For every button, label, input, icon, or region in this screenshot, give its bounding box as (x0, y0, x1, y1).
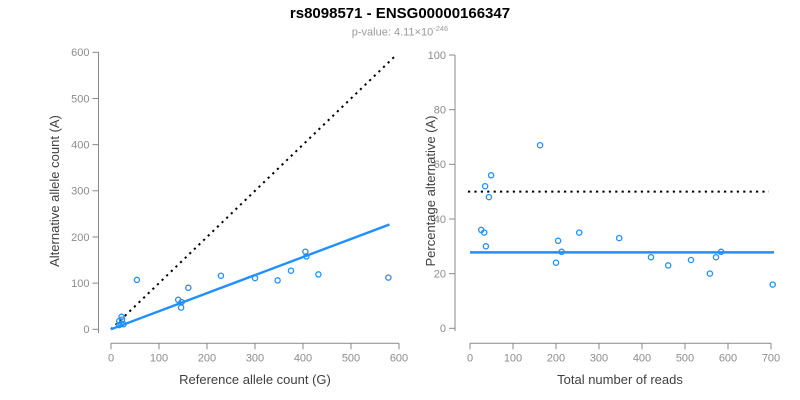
data-point (558, 248, 565, 256)
data-point (480, 229, 488, 236)
data-point (485, 193, 493, 201)
data-point (481, 182, 489, 190)
data-point (133, 276, 141, 284)
data-point (315, 271, 322, 278)
identity-line (110, 54, 397, 331)
right-plot-y-axis-title: Percentage alternative (A) (423, 115, 438, 267)
data-point (118, 313, 125, 321)
y-axis-tick-label: 60 (434, 159, 446, 171)
x-axis-tick-label: 100 (504, 352, 522, 364)
x-axis-tick-label: 400 (294, 352, 312, 364)
y-axis-tick-label: 40 (434, 214, 446, 226)
y-axis-tick-label: 300 (71, 186, 89, 198)
data-point (185, 284, 192, 292)
right-plot: 0 20 40 60 80 100 0 100 200 300 400 500 600 700 (428, 50, 781, 364)
data-point (287, 267, 295, 274)
y-axis-tick-label: 100 (428, 50, 446, 62)
y-axis-tick-label: 0 (83, 324, 89, 336)
x-axis-tick-label: 400 (633, 352, 651, 364)
data-point (552, 259, 560, 266)
x-axis-tick-label: 100 (150, 352, 168, 364)
data-point (615, 234, 623, 242)
data-point (717, 248, 725, 256)
x-axis-tick-label: 600 (719, 352, 737, 364)
x-axis-tick-label: 0 (108, 352, 114, 364)
data-point (303, 253, 310, 260)
y-axis-tick-label: 80 (434, 104, 446, 116)
data-point (687, 256, 695, 264)
x-axis-tick-label: 500 (342, 352, 360, 364)
data-point (251, 274, 259, 282)
data-point (487, 172, 495, 179)
x-axis-tick-label: 200 (547, 352, 565, 364)
data-point (706, 270, 714, 277)
figure-subtitle: p-value: 4.11×10-246 (0, 24, 800, 39)
data-point (575, 229, 583, 236)
x-axis-tick-label: 500 (676, 352, 694, 364)
y-axis-tick-label: 200 (71, 232, 89, 244)
data-point (482, 243, 490, 250)
y-axis-tick-label: 400 (71, 139, 89, 151)
x-axis-tick-label: 0 (467, 352, 473, 364)
x-axis-tick-label: 600 (390, 352, 408, 364)
y-axis-tick-label: 100 (71, 278, 89, 290)
x-axis-tick-label: 200 (198, 352, 216, 364)
left-plot: 0 100 200 300 400 500 600 0 100 200 300 400 500 600 (71, 47, 408, 364)
right-plot-x-axis-title: Total number of reads (557, 372, 683, 387)
data-point (712, 253, 720, 261)
data-point (177, 304, 185, 311)
x-axis-tick-label: 300 (246, 352, 264, 364)
data-point (536, 141, 544, 149)
data-point (178, 298, 185, 306)
data-point (118, 316, 126, 323)
data-point (769, 281, 776, 288)
fit-line (110, 223, 390, 331)
y-axis-tick-label: 0 (440, 323, 446, 335)
data-point (664, 262, 672, 269)
figure-title: rs8098571 - ENSG00000166347 (289, 5, 511, 22)
data-point (274, 277, 281, 284)
left-plot-x-axis-title: Reference allele count (G) (179, 372, 331, 387)
x-axis-tick-label: 300 (590, 352, 608, 364)
y-axis-tick-label: 600 (71, 47, 89, 59)
data-point (647, 253, 655, 261)
data-point (385, 274, 392, 281)
y-axis-tick-label: 20 (434, 268, 446, 280)
left-plot-y-axis-title: Alternative allele count (A) (47, 115, 62, 267)
y-axis-tick-label: 500 (71, 93, 89, 105)
data-point (217, 272, 225, 279)
data-point (554, 237, 562, 245)
x-axis-tick-label: 700 (762, 352, 780, 364)
pvalue-text: p-value: 4.11×10 (351, 26, 434, 39)
pvalue-exponent: -246 (433, 24, 449, 33)
